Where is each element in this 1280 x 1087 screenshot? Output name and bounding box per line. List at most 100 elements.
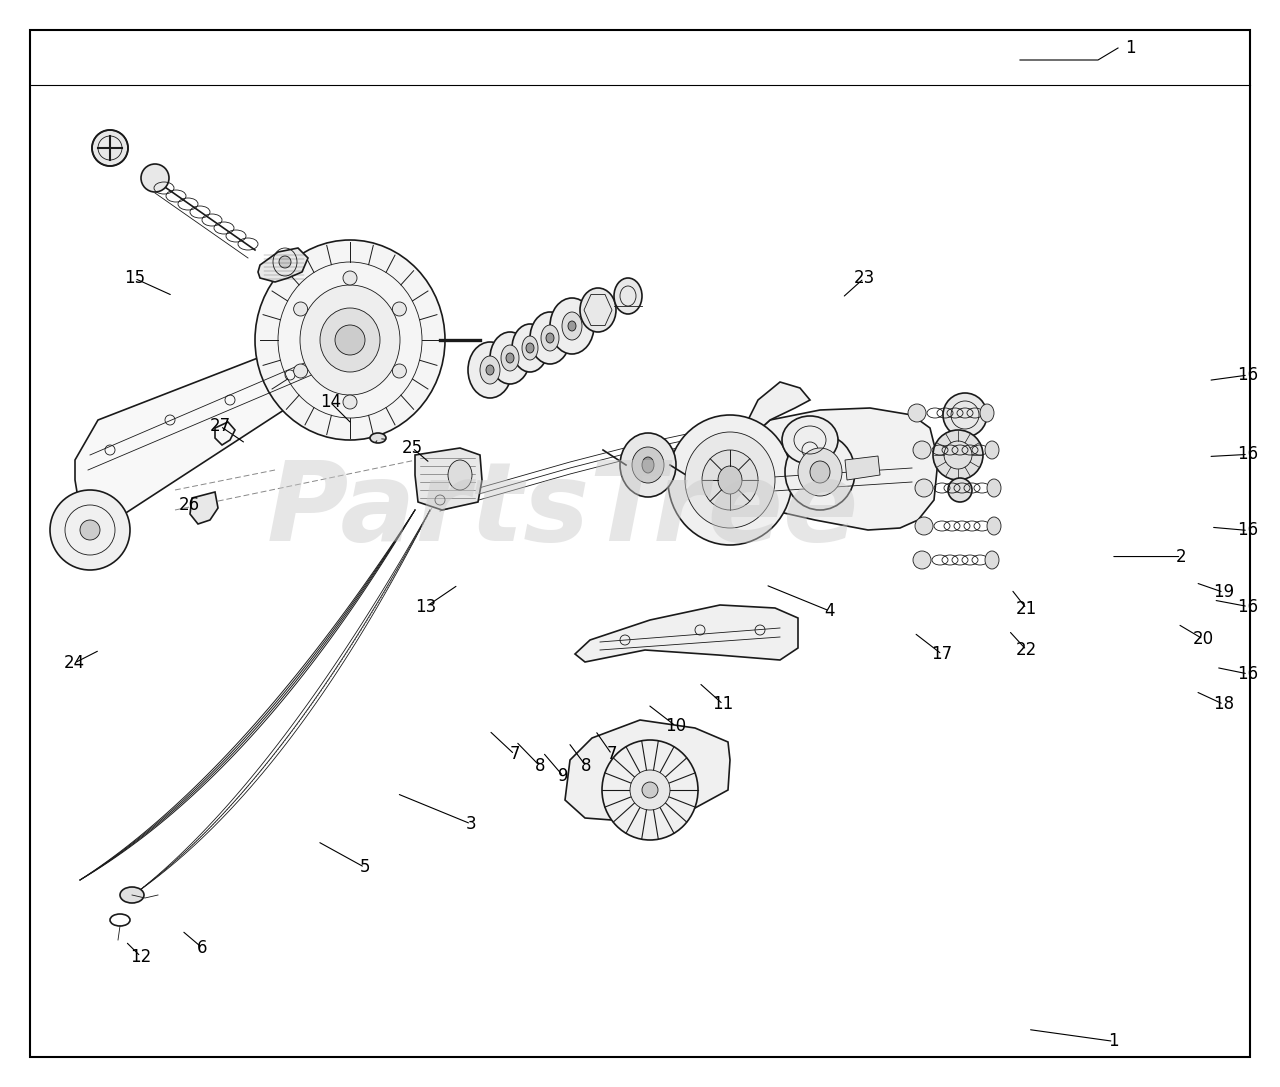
Ellipse shape	[343, 395, 357, 409]
Text: 16: 16	[1238, 446, 1258, 463]
Ellipse shape	[643, 457, 654, 473]
Ellipse shape	[480, 357, 500, 384]
Ellipse shape	[632, 447, 664, 483]
Ellipse shape	[293, 364, 307, 378]
Ellipse shape	[486, 365, 494, 375]
Ellipse shape	[343, 271, 357, 285]
Text: 16: 16	[1238, 522, 1258, 539]
Ellipse shape	[506, 353, 515, 363]
Text: 4: 4	[824, 602, 835, 620]
Text: PartsTree: PartsTree	[268, 458, 859, 564]
Ellipse shape	[785, 434, 855, 510]
Text: 26: 26	[179, 497, 200, 514]
Ellipse shape	[255, 240, 445, 440]
Text: 27: 27	[210, 417, 230, 435]
Ellipse shape	[915, 517, 933, 535]
Ellipse shape	[522, 336, 538, 360]
Text: 5: 5	[360, 859, 370, 876]
Text: 7: 7	[509, 746, 520, 763]
Ellipse shape	[279, 257, 291, 268]
Ellipse shape	[530, 312, 570, 364]
Polygon shape	[845, 457, 881, 480]
Text: 1: 1	[1108, 1033, 1119, 1050]
Ellipse shape	[602, 740, 698, 840]
Ellipse shape	[562, 312, 582, 340]
Text: 8: 8	[581, 758, 591, 775]
Ellipse shape	[614, 278, 643, 314]
Text: 18: 18	[1213, 696, 1234, 713]
Text: 1: 1	[1125, 39, 1135, 57]
Polygon shape	[76, 330, 355, 540]
Ellipse shape	[948, 478, 972, 502]
Ellipse shape	[120, 887, 143, 903]
Text: 15: 15	[124, 270, 145, 287]
Ellipse shape	[393, 302, 406, 316]
Ellipse shape	[987, 517, 1001, 535]
Ellipse shape	[370, 433, 387, 443]
Polygon shape	[415, 448, 483, 510]
Ellipse shape	[915, 479, 933, 497]
Ellipse shape	[908, 404, 925, 422]
Text: 19: 19	[1213, 584, 1234, 601]
Text: 12: 12	[131, 948, 151, 965]
Ellipse shape	[797, 448, 842, 496]
Polygon shape	[564, 720, 730, 822]
Text: 10: 10	[666, 717, 686, 735]
Ellipse shape	[300, 285, 399, 395]
Text: 14: 14	[320, 393, 340, 411]
Polygon shape	[259, 248, 308, 282]
Ellipse shape	[782, 416, 838, 464]
Ellipse shape	[630, 770, 669, 810]
Text: 3: 3	[466, 815, 476, 833]
Text: 21: 21	[1016, 600, 1037, 617]
Polygon shape	[575, 605, 797, 662]
Text: 8: 8	[535, 758, 545, 775]
Ellipse shape	[393, 364, 406, 378]
Ellipse shape	[468, 342, 512, 398]
Ellipse shape	[668, 415, 792, 545]
Ellipse shape	[980, 404, 995, 422]
Polygon shape	[748, 408, 938, 530]
Ellipse shape	[541, 325, 559, 351]
Ellipse shape	[810, 461, 829, 483]
Ellipse shape	[550, 298, 594, 354]
Ellipse shape	[568, 321, 576, 332]
Ellipse shape	[685, 432, 774, 528]
Text: 16: 16	[1238, 366, 1258, 384]
Ellipse shape	[913, 441, 931, 459]
Text: 6: 6	[197, 939, 207, 957]
Ellipse shape	[547, 333, 554, 343]
Ellipse shape	[512, 324, 548, 372]
Text: 24: 24	[64, 654, 84, 672]
Ellipse shape	[79, 520, 100, 540]
Ellipse shape	[580, 288, 616, 332]
Text: 17: 17	[932, 646, 952, 663]
Text: 13: 13	[416, 598, 436, 615]
Ellipse shape	[50, 490, 131, 570]
Text: 11: 11	[713, 696, 733, 713]
Ellipse shape	[448, 460, 472, 490]
Ellipse shape	[987, 479, 1001, 497]
Text: 20: 20	[1193, 630, 1213, 648]
Text: 22: 22	[1016, 641, 1037, 659]
Text: 16: 16	[1238, 665, 1258, 683]
Ellipse shape	[490, 332, 530, 384]
Ellipse shape	[500, 345, 518, 371]
Ellipse shape	[526, 343, 534, 353]
Ellipse shape	[620, 433, 676, 497]
Ellipse shape	[986, 441, 998, 459]
Ellipse shape	[701, 450, 758, 510]
Ellipse shape	[718, 466, 742, 493]
Text: 2: 2	[1176, 548, 1187, 565]
Text: 7: 7	[607, 746, 617, 763]
Text: 16: 16	[1238, 598, 1258, 615]
Ellipse shape	[933, 430, 983, 480]
Ellipse shape	[335, 325, 365, 355]
Polygon shape	[748, 382, 810, 440]
Polygon shape	[189, 492, 218, 524]
Ellipse shape	[643, 782, 658, 798]
Ellipse shape	[943, 393, 987, 437]
Ellipse shape	[320, 308, 380, 372]
Ellipse shape	[141, 164, 169, 192]
Text: 9: 9	[558, 767, 568, 785]
